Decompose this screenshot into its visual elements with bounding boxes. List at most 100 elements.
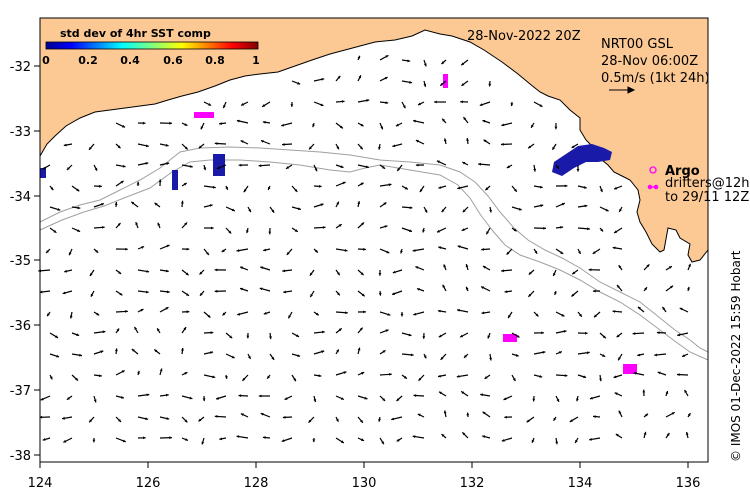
current-vector-head: [396, 398, 400, 401]
current-vector-head: [68, 252, 72, 256]
current-vector-head: [618, 410, 622, 414]
current-vector-head: [687, 413, 691, 417]
current-vector-head: [424, 209, 428, 213]
current-vector-head: [214, 142, 218, 145]
current-vector-head: [189, 165, 193, 168]
current-vector-head: [392, 292, 396, 295]
current-vector-head: [79, 353, 82, 357]
current-vector-head: [312, 439, 316, 443]
colorbar-title: std dev of 4hr SST comp: [60, 27, 211, 40]
current-vector-head: [643, 431, 647, 435]
current-vector-head: [600, 189, 603, 193]
current-vector-head: [437, 309, 441, 313]
current-vector-head: [403, 375, 407, 379]
current-vector-head: [366, 165, 369, 169]
current-vector-head: [381, 441, 384, 445]
current-vector-head: [76, 188, 80, 192]
current-vector-head: [185, 272, 189, 276]
current-vector-head: [339, 125, 343, 129]
current-vector-head: [644, 287, 647, 291]
current-vector-head: [440, 356, 444, 360]
current-vector-head: [135, 222, 139, 225]
scale-arrow: [609, 86, 636, 94]
current-vector-head: [231, 355, 235, 359]
current-vector-head: [654, 353, 657, 357]
current-vector-head: [246, 230, 249, 234]
current-vector-head: [584, 204, 588, 208]
current-vector-head: [219, 122, 222, 125]
current-vector-head: [320, 103, 324, 107]
current-vector-head: [645, 413, 648, 417]
current-vector-head: [360, 419, 363, 423]
current-vector-head: [438, 186, 442, 189]
current-vector-head: [572, 271, 576, 275]
current-vector-head: [589, 396, 593, 400]
current-vectors: [38, 54, 692, 445]
current-vector-head: [214, 289, 218, 293]
current-vector-head: [380, 126, 383, 130]
current-vector-head: [297, 81, 301, 85]
current-vector-head: [462, 432, 466, 436]
current-vector-head: [443, 138, 447, 142]
current-vector-head: [322, 330, 325, 334]
current-vector-head: [157, 222, 161, 226]
x-tick-label: 132: [460, 476, 485, 491]
current-vector-head: [561, 313, 565, 317]
current-vector-head: [89, 273, 93, 276]
current-vector-head: [313, 399, 317, 402]
current-vector-head: [558, 351, 562, 354]
current-vector-head: [378, 418, 381, 422]
current-vector-head: [122, 439, 126, 443]
current-vector-head: [441, 209, 445, 213]
current-vector-head: [422, 336, 426, 339]
current-vector-head: [345, 311, 348, 315]
current-vector-head: [269, 336, 272, 340]
current-vector-head: [501, 439, 505, 442]
current-vector-head: [382, 166, 386, 169]
current-vector-head: [396, 438, 400, 442]
argo-label: Argo: [665, 164, 700, 179]
current-vector-head: [183, 327, 187, 331]
current-vector-head: [294, 189, 298, 192]
y-tick-label: -36: [10, 319, 31, 334]
colorbar-tick: 0.8: [205, 54, 225, 67]
current-vector-head: [532, 398, 536, 402]
current-vector-head: [46, 250, 49, 253]
current-vector-head: [482, 435, 486, 438]
current-vector-head: [402, 105, 406, 109]
y-tick-label: -33: [10, 125, 31, 140]
current-vector-head: [95, 249, 99, 253]
current-vector-head: [242, 377, 246, 381]
current-vector-head: [154, 202, 158, 206]
current-vector-head: [588, 268, 592, 272]
current-vector-head: [583, 375, 587, 379]
current-vector-head: [309, 272, 313, 276]
current-vector-head: [637, 306, 641, 310]
current-vector-head: [140, 309, 144, 312]
current-vector-head: [296, 334, 299, 337]
current-vector-head: [357, 347, 361, 351]
current-vector-head: [225, 186, 228, 190]
current-vector-head: [118, 419, 121, 422]
current-vector-head: [531, 439, 535, 443]
current-vector-head: [576, 398, 579, 402]
current-vector-head: [642, 389, 646, 393]
y-tick-label: -37: [10, 384, 31, 399]
current-vector-head: [415, 266, 419, 269]
current-vector-head: [528, 271, 532, 275]
bathymetry-contour-inner: [39, 159, 709, 361]
current-vector-head: [314, 168, 318, 172]
current-vector-head: [201, 441, 205, 445]
current-vector-head: [586, 351, 590, 355]
current-vector-head: [594, 314, 597, 318]
current-vector-head: [93, 399, 97, 403]
current-vector-head: [364, 396, 368, 400]
current-vector-head: [616, 334, 620, 338]
current-vector-head: [222, 312, 226, 316]
current-vector-head: [457, 245, 461, 249]
current-vector-head: [539, 185, 543, 189]
current-vector-head: [224, 376, 228, 379]
current-vector-head: [614, 392, 618, 396]
current-vector-head: [337, 292, 340, 296]
current-vector-head: [243, 189, 247, 193]
